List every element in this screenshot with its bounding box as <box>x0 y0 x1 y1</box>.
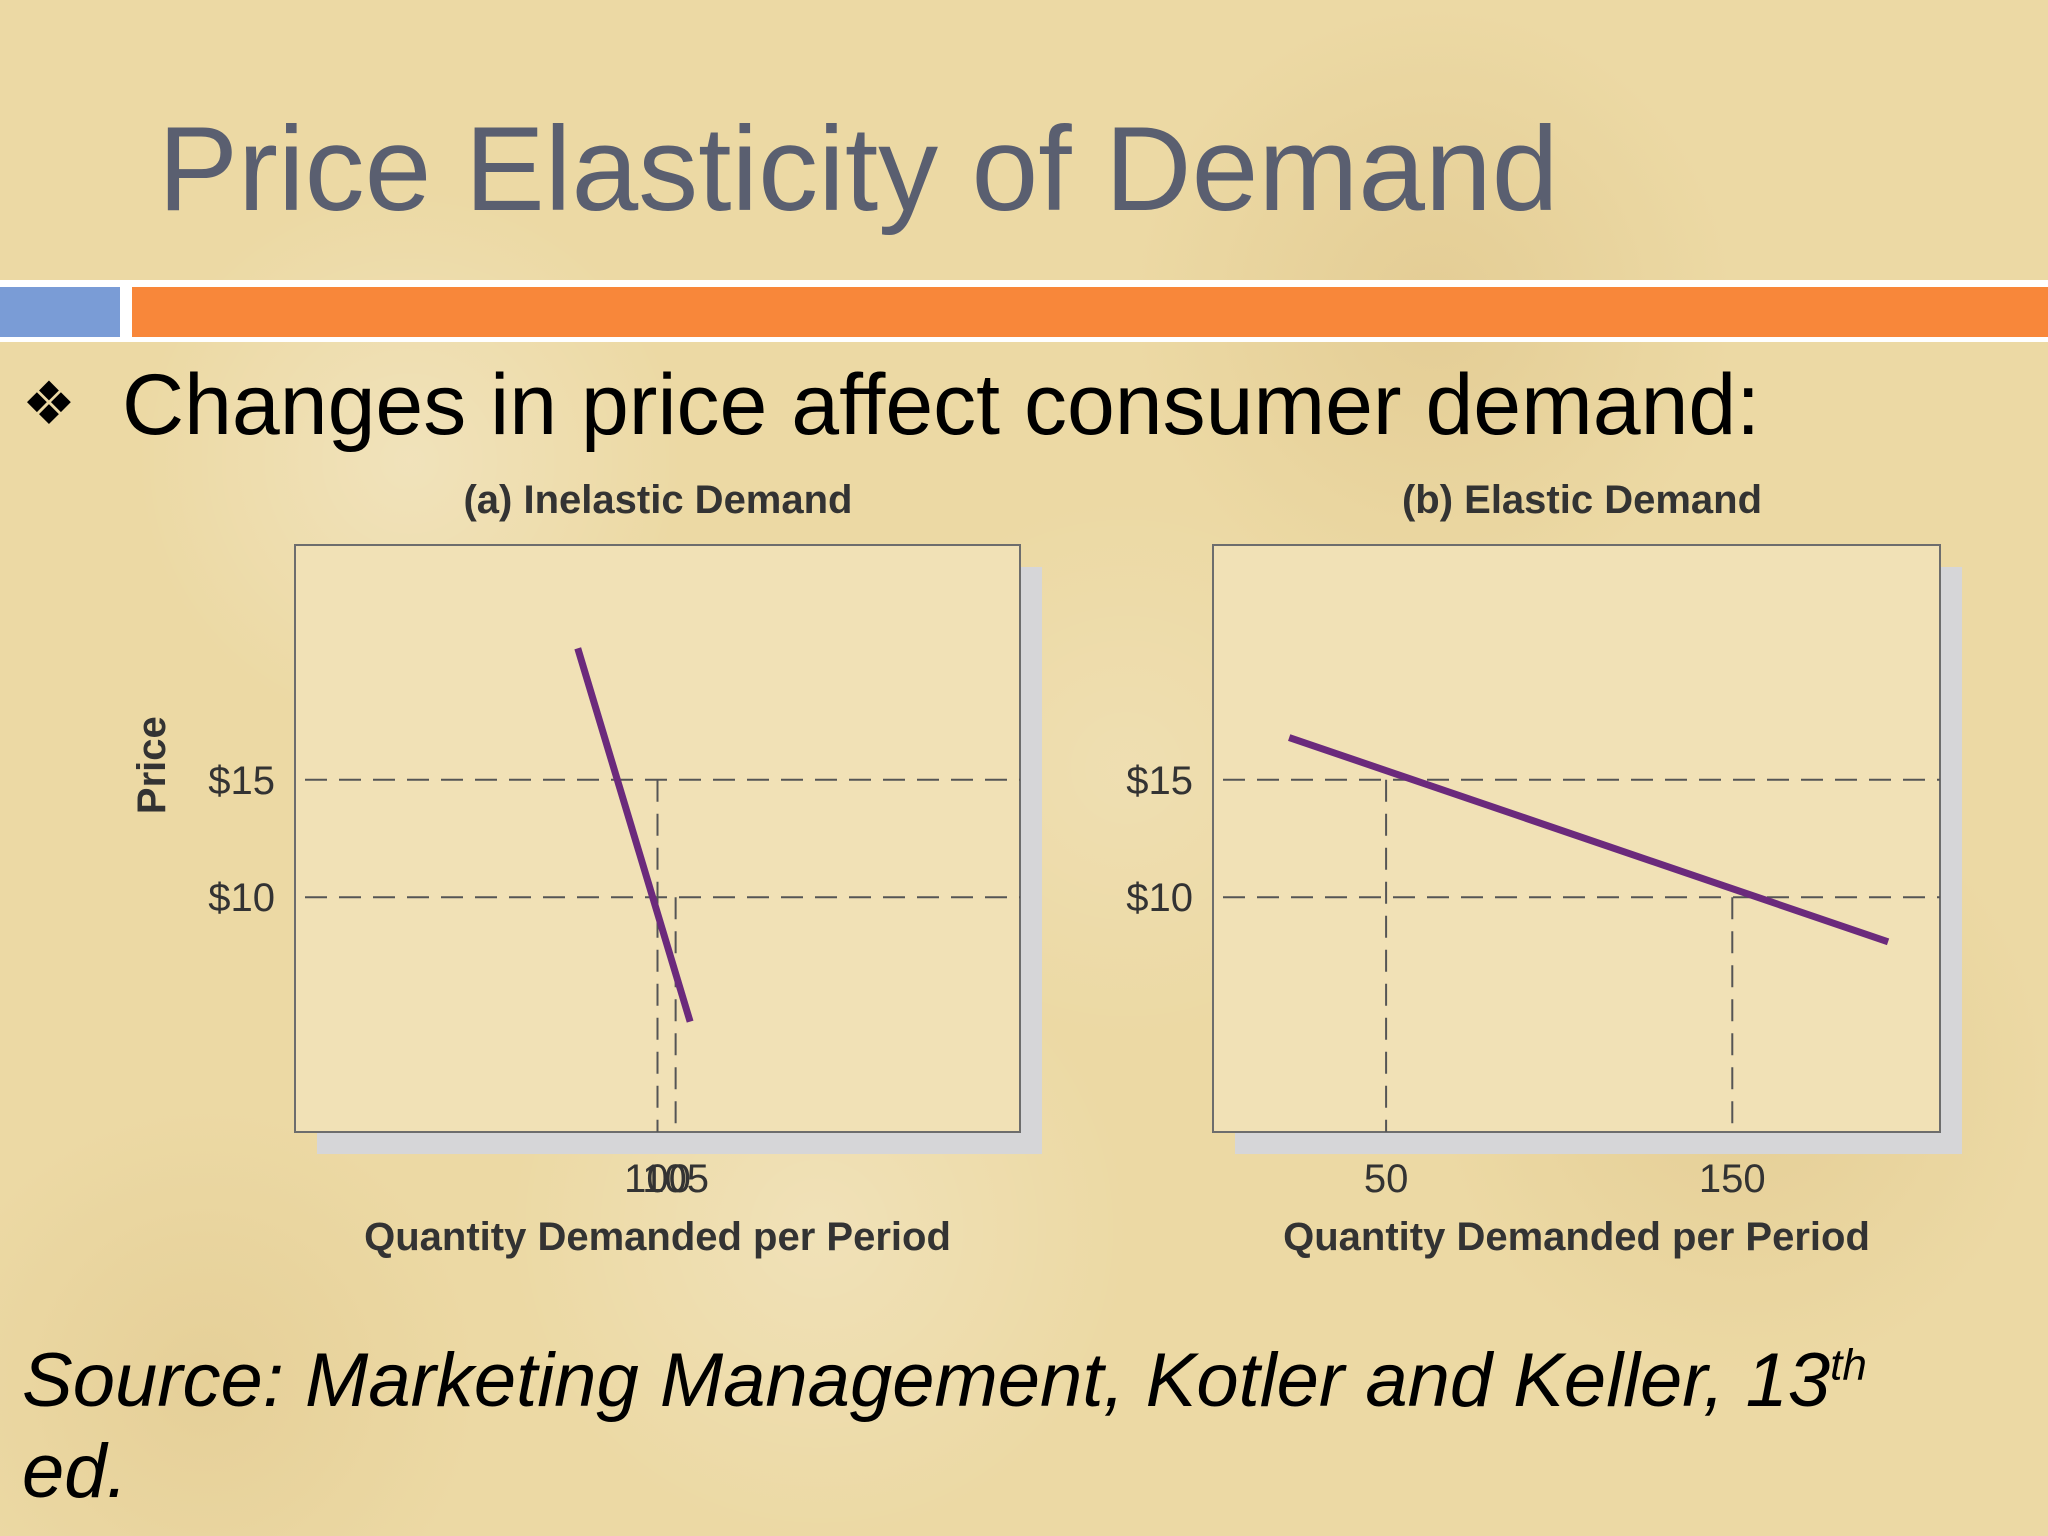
bullet-line: ❖ Changes in price affect consumer demand… <box>22 356 1760 455</box>
y-tick-label: $15 <box>208 759 275 803</box>
accent-bar-orange <box>132 287 2048 337</box>
y-axis-label: Price <box>130 716 174 814</box>
source-text: Source: Marketing Management, Kotler and… <box>22 1338 1831 1423</box>
x-axis-label: Quantity Demanded per Period <box>1283 1215 1870 1259</box>
accent-bar-blue <box>0 287 120 337</box>
slide-title: Price Elasticity of Demand <box>158 102 1559 236</box>
x-tick-label: 105 <box>642 1157 709 1201</box>
source-superscript: th <box>1830 1340 1867 1390</box>
demand-curve-line <box>1288 734 1890 946</box>
chart-elastic-demand: (b) Elastic Demand $10 $15 50 150 Quantity De… <box>1126 478 1962 1259</box>
x-tick-label: 150 <box>1699 1157 1766 1201</box>
y-tick-label: $15 <box>1126 759 1193 803</box>
source-citation: Source: Marketing Management, Kotler and… <box>22 1335 2022 1517</box>
chart-title: (b) Elastic Demand <box>1402 478 1762 522</box>
plot-area <box>294 544 1021 1133</box>
source-text-end: ed. <box>22 1429 128 1515</box>
x-tick-label: 100 <box>624 1157 691 1201</box>
bullet-text: Changes in price affect consumer demand: <box>122 357 1761 453</box>
demand-curve-line <box>574 647 694 1023</box>
x-axis-label: Quantity Demanded per Period <box>364 1215 951 1259</box>
y-tick-label: $10 <box>208 876 275 920</box>
chart-title: (a) Inelastic Demand <box>463 478 852 522</box>
diamond-bullet-icon: ❖ <box>22 370 76 437</box>
y-tick-label: $10 <box>1126 876 1193 920</box>
x-tick-label: 50 <box>1364 1157 1409 1201</box>
